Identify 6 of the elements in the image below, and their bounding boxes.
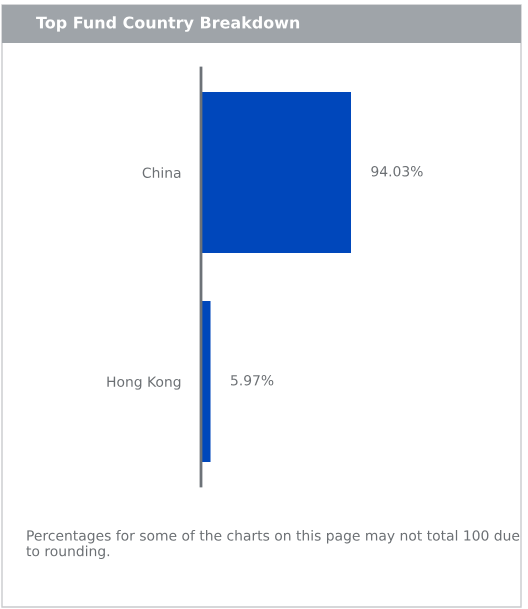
data-label: 94.03%	[371, 166, 423, 177]
text: Percentages for some of the charts on this page may not total 100 due to rounding.	[26, 530, 520, 559]
y-tick-label: China	[142, 167, 180, 178]
y-tick-label: Hong Kong	[107, 376, 180, 390]
data-label: 5.97%	[231, 375, 274, 386]
chart-title: Top Fund Country Breakdown	[36, 16, 300, 32]
